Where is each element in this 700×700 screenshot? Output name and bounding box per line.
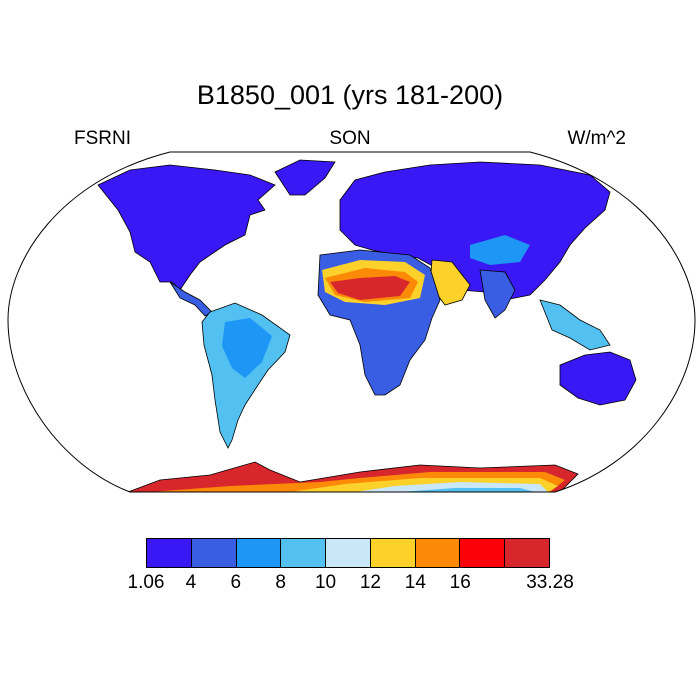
- antarctica-blue: [400, 488, 535, 492]
- southeast-asia-land: [539, 299, 611, 351]
- greenland-land: [274, 159, 336, 196]
- india-land: [479, 269, 516, 319]
- colorbar-label: 8: [275, 572, 286, 593]
- colorbar-labels: 1.06 4 6 8 10 12 14 16 33.28: [0, 572, 700, 598]
- colorbar-box: [415, 539, 461, 567]
- tibet-highlands: [470, 235, 530, 265]
- sahara-core: [330, 276, 410, 300]
- colorbar-box: [147, 539, 192, 567]
- south-america-interior: [222, 318, 272, 378]
- colorbar-label: 6: [230, 572, 242, 593]
- colorbar-box: [326, 539, 371, 567]
- colorbar-label: 16: [449, 572, 471, 593]
- colorbar-box: [460, 539, 506, 567]
- page-title: B1850_001 (yrs 181-200): [196, 80, 504, 110]
- colorbar-box: [505, 539, 550, 567]
- colorbar: [146, 538, 550, 568]
- central-america-land: [169, 281, 213, 317]
- colorbar-label: 12: [359, 572, 382, 593]
- colorbar-box: [236, 539, 282, 567]
- colorbar-box: [191, 539, 237, 567]
- variable-label: FSRNI: [74, 128, 131, 149]
- colorbar-label: 1.06: [127, 572, 165, 593]
- globe-outline: [7, 151, 696, 493]
- units-label: W/m^2: [567, 128, 626, 149]
- colorbar-box: [281, 539, 327, 567]
- north-america-land: [97, 164, 276, 291]
- colorbar-label: 33.28: [526, 572, 574, 593]
- colorbar-label: 4: [185, 572, 197, 593]
- season-label: SON: [329, 128, 371, 149]
- colorbar-label: 10: [314, 572, 337, 593]
- colorbar-label: 14: [404, 572, 426, 593]
- colorbar-box: [370, 539, 416, 567]
- australia-land: [559, 351, 637, 406]
